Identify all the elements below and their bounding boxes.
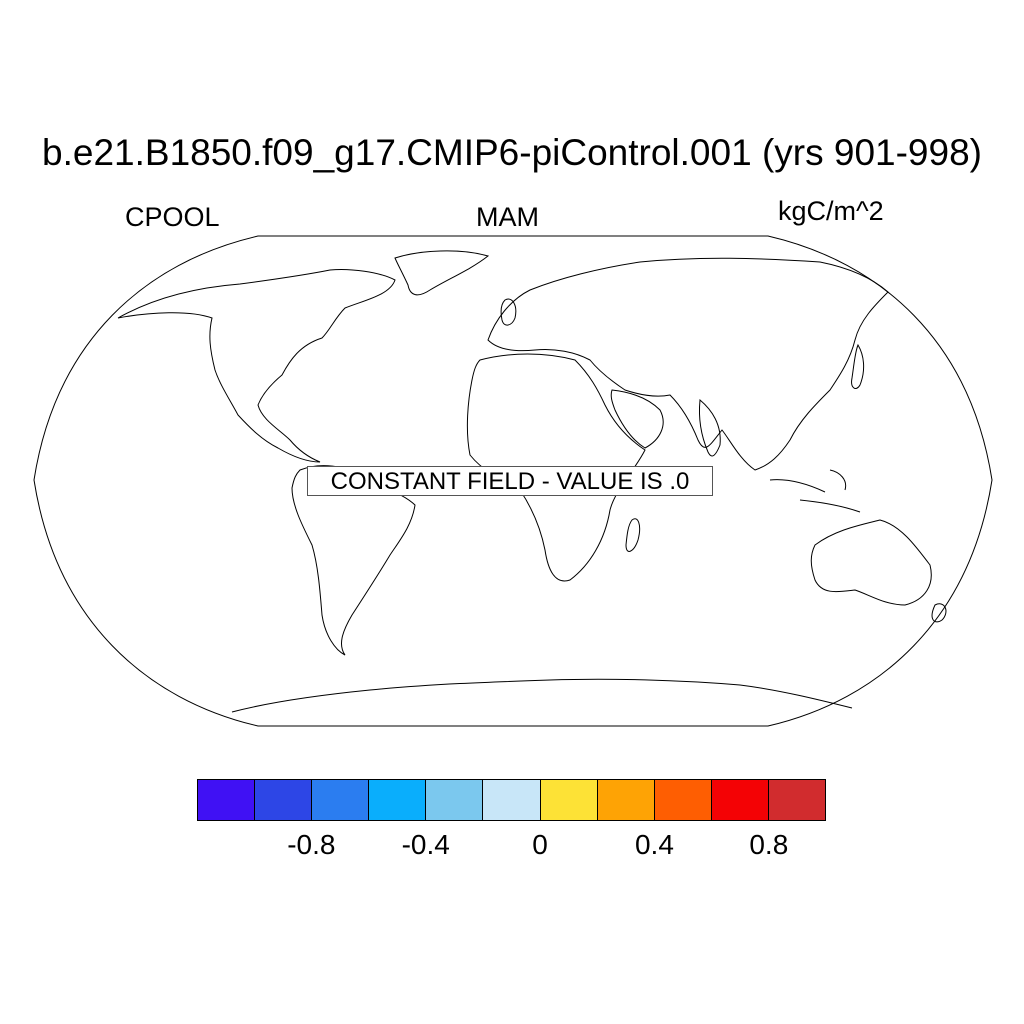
- colorbar-tick-label: 0: [532, 829, 548, 860]
- coast-eurasia: [487, 257, 889, 471]
- colorbar-box-2: [312, 780, 370, 820]
- colorbar: [197, 779, 826, 821]
- colorbar-box-10: [768, 780, 826, 820]
- units-label: kgC/m^2: [778, 196, 884, 226]
- coast-india: [699, 399, 721, 457]
- coast-australia: [810, 519, 932, 606]
- coast-antarctica: [231, 678, 853, 713]
- colorbar-box-4: [426, 780, 484, 820]
- coast-madagascar: [625, 518, 641, 552]
- colorbar-box-9: [711, 780, 769, 820]
- colorbar-tick-label: 0.8: [749, 829, 789, 860]
- colorbar-tick-label: -0.8: [287, 829, 336, 860]
- colorbar-tick-label: -0.4: [401, 829, 450, 860]
- coast-greenland: [394, 250, 490, 296]
- coast-uk: [500, 298, 517, 326]
- colorbar-tick-label: 0.4: [634, 829, 674, 860]
- colorbar-box-6: [540, 780, 598, 820]
- coast-north-america: [117, 269, 396, 463]
- constant-field-notice: CONSTANT FIELD - VALUE IS .0: [307, 466, 713, 496]
- variable-label: CPOOL: [125, 202, 220, 232]
- coastlines: [117, 250, 947, 713]
- plot-title: b.e21.B1850.f09_g17.CMIP6-piControl.001 …: [42, 132, 982, 173]
- season-label: MAM: [476, 202, 539, 232]
- coast-africa: [466, 353, 646, 582]
- colorbar-box-1: [255, 780, 313, 820]
- colorbar-box-3: [369, 780, 427, 820]
- coast-arabia: [610, 389, 664, 449]
- colorbar-box-5: [483, 780, 541, 820]
- colorbar-box-7: [597, 780, 655, 820]
- colorbar-box-8: [654, 780, 712, 820]
- coast-japan: [851, 343, 865, 389]
- colorbar-box-0: [198, 780, 256, 820]
- coast-indonesia: [769, 469, 861, 513]
- coast-new-zealand: [931, 603, 947, 623]
